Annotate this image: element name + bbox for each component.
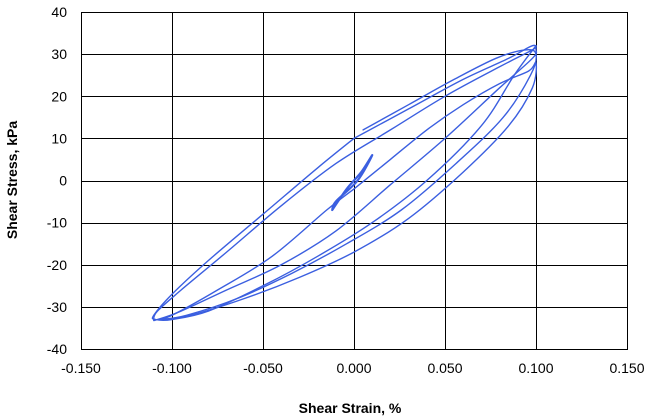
plot-frame xyxy=(81,12,628,350)
plot-series xyxy=(151,44,538,322)
y-tick-label: -30 xyxy=(47,299,67,315)
x-axis-title: Shear Strain, % xyxy=(299,400,402,416)
y-tick-label: 40 xyxy=(51,4,67,20)
y-tick-label: 20 xyxy=(51,88,67,104)
y-tick-label: -40 xyxy=(47,341,67,357)
x-tick-label: 0.150 xyxy=(609,360,644,376)
x-tick-label: -0.100 xyxy=(152,360,192,376)
x-tick-label: 0.050 xyxy=(427,360,462,376)
y-tick-label: -10 xyxy=(47,215,67,231)
hysteresis-loop-line xyxy=(160,48,537,321)
x-tick-label: 0.100 xyxy=(518,360,553,376)
x-tick-label: -0.050 xyxy=(243,360,283,376)
x-axis-ticks: -0.150 -0.100 -0.050 0.000 0.050 0.100 0.150 xyxy=(61,360,645,376)
y-tick-label: -20 xyxy=(47,257,67,273)
x-tick-label: -0.150 xyxy=(61,360,101,376)
y-axis-ticks: -40 -30 -20 -10 0 10 20 30 40 xyxy=(47,4,67,357)
y-tick-label: 30 xyxy=(51,46,67,62)
hysteresis-loop-line xyxy=(331,154,374,212)
hysteresis-loop-line xyxy=(151,45,537,321)
hysteresis-loop-line xyxy=(153,44,538,322)
y-axis-title: Shear Stress, kPa xyxy=(4,121,20,240)
y-tick-label: 10 xyxy=(51,130,67,146)
x-tick-label: 0.000 xyxy=(336,360,371,376)
y-tick-label: 0 xyxy=(59,173,67,189)
hysteresis-loop-line xyxy=(157,61,538,321)
